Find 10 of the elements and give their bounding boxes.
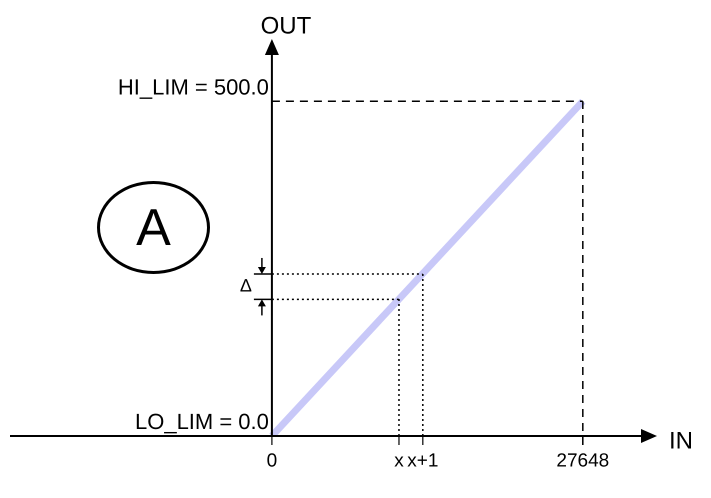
x-tick-label: x+1 xyxy=(407,450,438,472)
circle-outline: A xyxy=(97,181,210,274)
y-axis-title: OUT xyxy=(260,12,312,40)
y-tick-label: HI_LIM = 500.0 xyxy=(118,74,269,100)
x-tick-label: 0 xyxy=(266,450,278,472)
x-tick-label: x xyxy=(394,450,404,472)
x-tick-label: 27648 xyxy=(556,450,610,472)
x-axis-title: IN xyxy=(669,428,693,455)
annotation: Δ xyxy=(240,276,252,296)
y-tick-label: LO_LIM = 0.0 xyxy=(134,409,269,434)
